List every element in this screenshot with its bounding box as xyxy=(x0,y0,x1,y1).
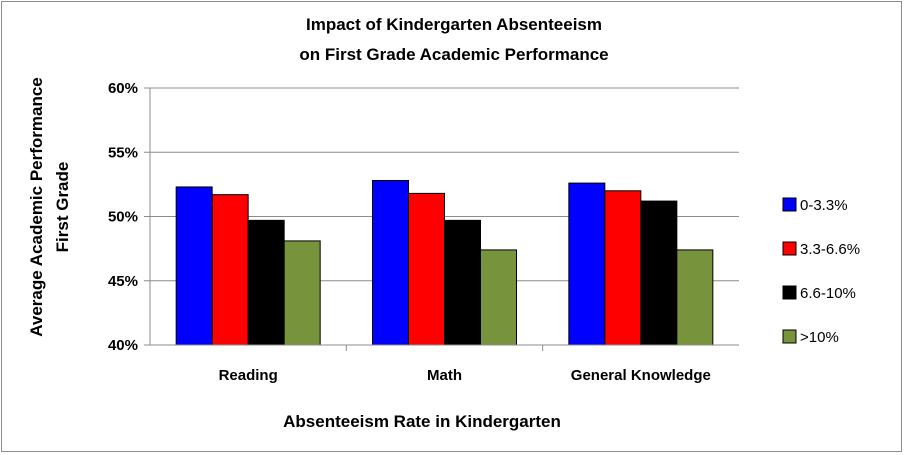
chart-title-line-1: Impact of Kindergarten Absenteeism xyxy=(306,15,602,34)
x-tick-label: General Knowledge xyxy=(571,367,711,384)
bars xyxy=(175,180,714,346)
y-tick-label: 40% xyxy=(108,337,138,354)
y-tick-label: 50% xyxy=(108,209,138,226)
legend-swatch xyxy=(782,197,797,212)
bar xyxy=(604,190,642,346)
bar xyxy=(640,200,678,346)
axes xyxy=(149,88,739,351)
legend-swatch xyxy=(782,329,797,344)
x-tick-label: Math xyxy=(427,367,462,384)
bar xyxy=(444,219,481,346)
legend: 0-3.3% 3.3-6.6% 6.6-10% >10% xyxy=(782,197,860,346)
legend-label: >10% xyxy=(800,329,839,346)
bar xyxy=(283,240,321,346)
bar xyxy=(372,180,409,346)
y-tick-label: 55% xyxy=(108,144,138,161)
y-axis-title-line-2: First Grade xyxy=(53,162,72,253)
bar xyxy=(211,194,249,346)
y-axis-title-line-1: Average Academic Performance xyxy=(27,77,46,337)
bar xyxy=(480,249,517,346)
chart-title-line-2: on First Grade Academic Performance xyxy=(299,45,608,64)
legend-label: 6.6-10% xyxy=(800,285,856,302)
y-tick-label: 60% xyxy=(108,80,138,97)
legend-swatch xyxy=(782,285,797,300)
x-tick-labels: Reading Math General Knowledge xyxy=(219,367,711,384)
legend-label: 3.3-6.6% xyxy=(800,241,860,258)
bar xyxy=(408,192,445,346)
x-tick-label: Reading xyxy=(219,367,278,384)
bar xyxy=(676,249,714,346)
bar xyxy=(568,182,606,346)
bar xyxy=(247,219,285,346)
x-axis-title: Absenteeism Rate in Kindergarten xyxy=(283,412,561,431)
y-tick-label: 45% xyxy=(108,273,138,290)
legend-label: 0-3.3% xyxy=(800,197,848,214)
y-tick-labels: 40% 45% 50% 55% 60% xyxy=(108,80,138,354)
bar xyxy=(175,186,213,346)
legend-swatch xyxy=(782,241,797,256)
